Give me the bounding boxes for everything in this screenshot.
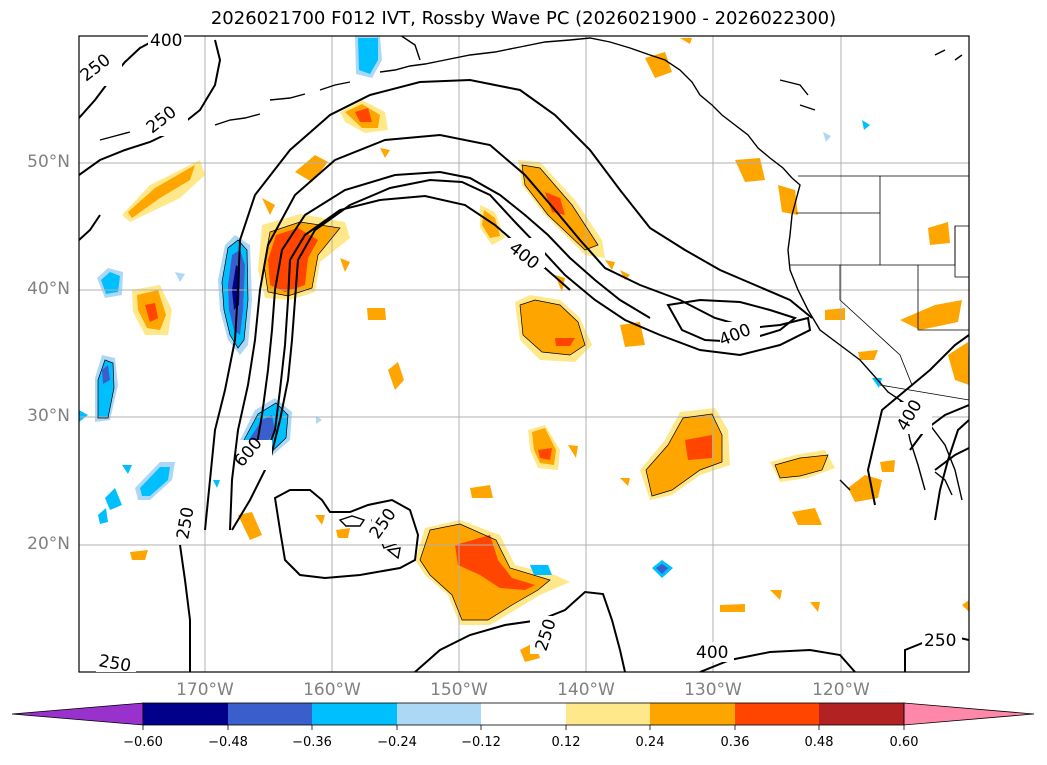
gridlines [79,36,969,672]
contour-label: 250 [97,651,132,676]
colorbar-tick: 0.12 [551,735,581,750]
colorbar-tick: −0.24 [377,735,417,750]
contour-label: 250 [924,631,956,651]
map-title: 2026021700 F012 IVT, Rossby Wave PC (202… [210,8,837,29]
lon-label-120w: 120°W [812,680,870,700]
colorbar-tick: −0.48 [208,735,248,750]
contour-label: 400 [696,643,728,663]
contour-label: 400 [150,31,182,51]
lat-label-20n: 20°N [27,534,70,554]
lon-label-140w: 140°W [557,680,615,700]
lat-label-50n: 50°N [27,152,70,172]
lat-label-30n: 30°N [27,406,70,426]
map-panel [79,36,969,672]
colorbar-extend-min [11,702,144,726]
positive-anomaly-shading [122,38,969,662]
map-frame [78,35,970,673]
lon-label-160w: 160°W [303,680,361,700]
lon-label-150w: 150°W [430,680,488,700]
colorbar-tick: 0.36 [720,735,750,750]
colorbar-tick: −0.12 [461,735,501,750]
colorbar [11,702,1035,730]
colorbar-tick: −0.60 [123,735,163,750]
lat-label-40n: 40°N [27,279,70,299]
colorbar-tick: 0.24 [635,735,665,750]
colorbar-tick: −0.36 [292,735,332,750]
lon-label-170w: 170°W [176,680,234,700]
lon-label-130w: 130°W [684,680,742,700]
colorbar-extend-max [903,702,1035,726]
colorbar-tick: 0.48 [804,735,834,750]
colorbar-tick: 0.60 [889,735,919,750]
political-borders [790,175,969,401]
